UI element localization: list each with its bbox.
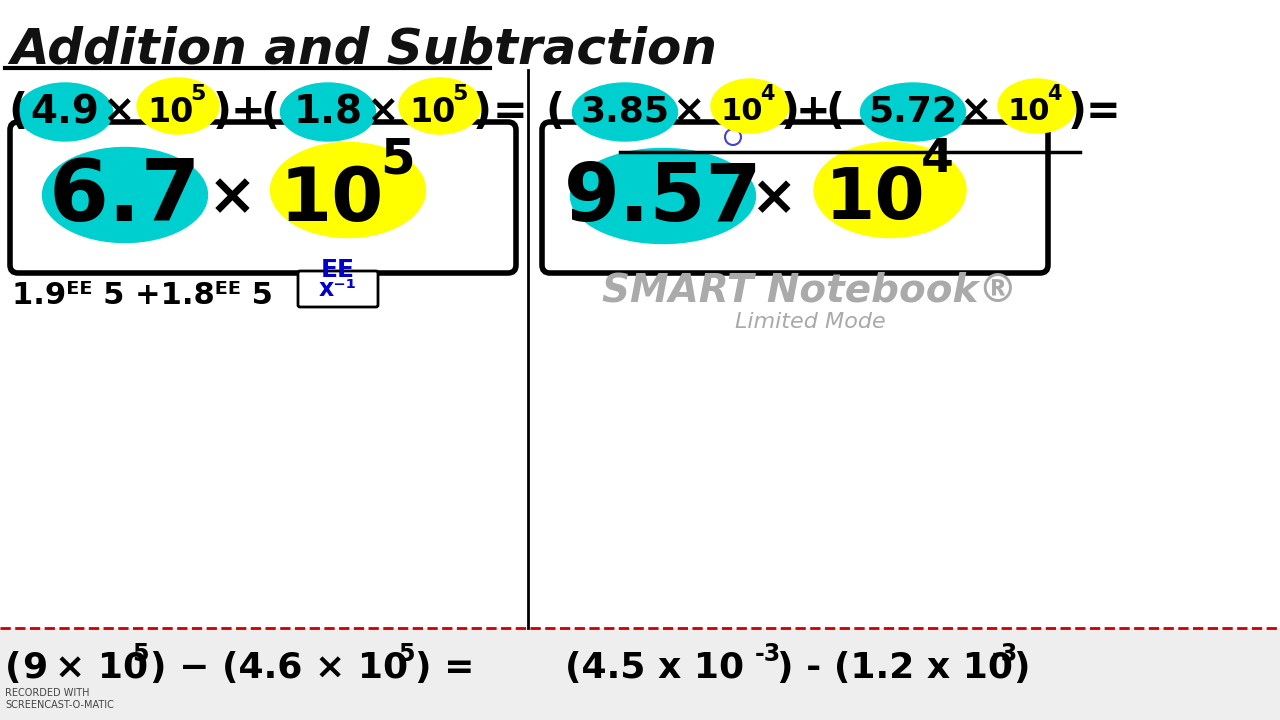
Text: 4: 4: [920, 138, 954, 182]
Text: ): ): [1068, 91, 1087, 133]
Text: 9.57: 9.57: [563, 160, 763, 238]
Ellipse shape: [137, 78, 219, 134]
Text: =: =: [1085, 91, 1120, 133]
Text: 10: 10: [824, 166, 925, 235]
Text: ×: ×: [366, 93, 398, 131]
Ellipse shape: [270, 143, 425, 238]
Text: -3: -3: [992, 642, 1019, 666]
Text: ): ): [1012, 651, 1029, 685]
FancyBboxPatch shape: [541, 122, 1048, 273]
Text: ) =: ) =: [415, 651, 475, 685]
Text: × 10: × 10: [55, 651, 148, 685]
Text: x⁻¹: x⁻¹: [319, 277, 357, 301]
Text: 3.85: 3.85: [581, 95, 669, 129]
Text: 10: 10: [1007, 97, 1051, 127]
Text: (: (: [261, 91, 279, 133]
Text: EE: EE: [321, 258, 355, 282]
Ellipse shape: [571, 148, 755, 243]
Text: 5: 5: [398, 642, 415, 666]
Text: ) − (4.6 × 10: ) − (4.6 × 10: [150, 651, 408, 685]
Ellipse shape: [42, 148, 207, 243]
Text: 4: 4: [760, 84, 774, 104]
Text: ): ): [212, 91, 232, 133]
Ellipse shape: [399, 78, 481, 134]
Text: SMART Notebook®: SMART Notebook®: [603, 271, 1018, 309]
Ellipse shape: [710, 79, 788, 133]
Text: (: (: [545, 91, 564, 133]
Text: ×: ×: [672, 93, 704, 131]
Text: ): ): [781, 91, 800, 133]
Text: (: (: [8, 91, 27, 133]
Text: (: (: [5, 651, 22, 685]
FancyBboxPatch shape: [298, 271, 378, 307]
Text: Addition and Subtraction: Addition and Subtraction: [10, 25, 717, 73]
Ellipse shape: [280, 83, 375, 141]
Ellipse shape: [860, 83, 965, 141]
Text: 5: 5: [380, 136, 416, 184]
FancyBboxPatch shape: [0, 628, 1280, 720]
Text: 10: 10: [408, 96, 456, 128]
Text: 5: 5: [452, 84, 467, 104]
Text: 9: 9: [22, 651, 47, 685]
Text: +: +: [230, 91, 265, 133]
Text: ) - (1.2 x 10: ) - (1.2 x 10: [777, 651, 1012, 685]
Text: =: =: [493, 91, 527, 133]
Text: +: +: [796, 91, 831, 133]
Ellipse shape: [814, 143, 966, 238]
Text: ): ): [472, 91, 492, 133]
Text: RECORDED WITH
SCREENCAST-O-MATIC: RECORDED WITH SCREENCAST-O-MATIC: [5, 688, 114, 710]
Text: 4: 4: [1047, 84, 1061, 104]
Ellipse shape: [998, 79, 1076, 133]
Text: ×: ×: [101, 93, 134, 131]
Text: 10: 10: [721, 97, 763, 127]
Text: 4.9: 4.9: [31, 93, 100, 131]
Text: 5: 5: [132, 642, 148, 666]
Text: 1.8: 1.8: [293, 93, 362, 131]
Text: (4.5 x 10: (4.5 x 10: [564, 651, 744, 685]
Text: ×: ×: [207, 169, 256, 227]
Text: 10: 10: [280, 163, 384, 236]
Text: ×: ×: [750, 172, 796, 226]
FancyBboxPatch shape: [10, 122, 516, 273]
Text: (: (: [826, 91, 845, 133]
Text: -3: -3: [755, 642, 781, 666]
Text: Limited Mode: Limited Mode: [735, 312, 886, 332]
Text: 10: 10: [147, 96, 193, 128]
Text: 5.72: 5.72: [869, 95, 957, 129]
Text: 5: 5: [191, 84, 206, 104]
Ellipse shape: [572, 83, 677, 141]
Text: ×: ×: [959, 93, 991, 131]
Text: 6.7: 6.7: [49, 156, 201, 240]
Ellipse shape: [18, 83, 113, 141]
Text: 1.9ᴱᴱ 5 +1.8ᴱᴱ 5: 1.9ᴱᴱ 5 +1.8ᴱᴱ 5: [12, 281, 273, 310]
